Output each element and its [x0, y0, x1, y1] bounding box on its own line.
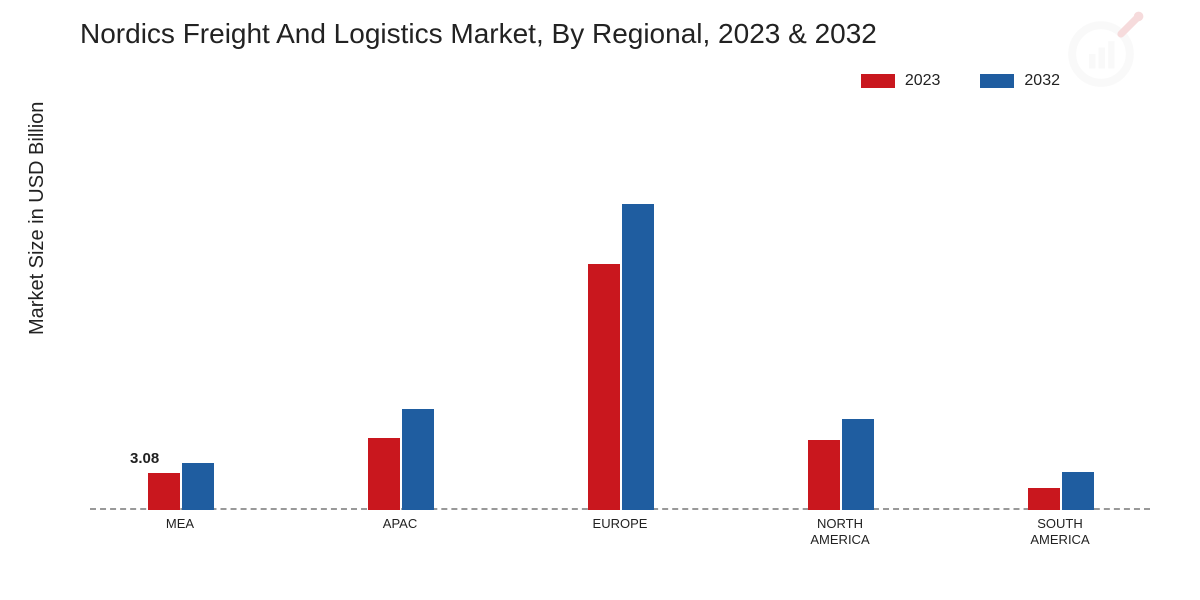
- chart-title: Nordics Freight And Logistics Market, By…: [80, 18, 877, 50]
- x-label-mea: MEA: [166, 516, 194, 532]
- legend-swatch-2023: [861, 74, 895, 88]
- bar-group-apac: [367, 409, 435, 510]
- watermark-logo: [1065, 10, 1145, 90]
- x-label-south_america: SOUTH AMERICA: [1030, 516, 1089, 549]
- x-label-north_america: NORTH AMERICA: [810, 516, 869, 549]
- bar-south_america-2023: [1028, 488, 1060, 510]
- x-label-apac: APAC: [383, 516, 417, 532]
- legend-label-2023: 2023: [905, 72, 941, 90]
- legend-item-2023: 2023: [861, 72, 941, 90]
- bar-north_america-2023: [808, 440, 840, 510]
- bar-south_america-2032: [1062, 472, 1094, 510]
- legend-swatch-2032: [980, 74, 1014, 88]
- bar-north_america-2032: [842, 419, 874, 510]
- x-axis-labels: MEA APAC EUROPE NORTH AMERICA SOUTH AMERICA: [90, 516, 1150, 556]
- bar-apac-2023: [368, 438, 400, 510]
- legend-label-2032: 2032: [1024, 72, 1060, 90]
- value-label: 3.08: [130, 450, 159, 467]
- legend: 2023 2032: [861, 72, 1060, 90]
- bar-europe-2023: [588, 264, 620, 510]
- bar-europe-2032: [622, 204, 654, 510]
- bar-group-south_america: [1027, 472, 1095, 510]
- bar-group-europe: [587, 204, 655, 510]
- plot-area: 3.08: [90, 150, 1150, 510]
- bar-group-mea: [147, 463, 215, 510]
- bar-mea-2032: [182, 463, 214, 510]
- x-label-europe: EUROPE: [593, 516, 648, 532]
- bar-mea-2023: [148, 473, 180, 510]
- y-axis-label: Market Size in USD Billion: [26, 102, 49, 335]
- bar-group-north_america: [807, 419, 875, 510]
- bar-apac-2032: [402, 409, 434, 510]
- legend-item-2032: 2032: [980, 72, 1060, 90]
